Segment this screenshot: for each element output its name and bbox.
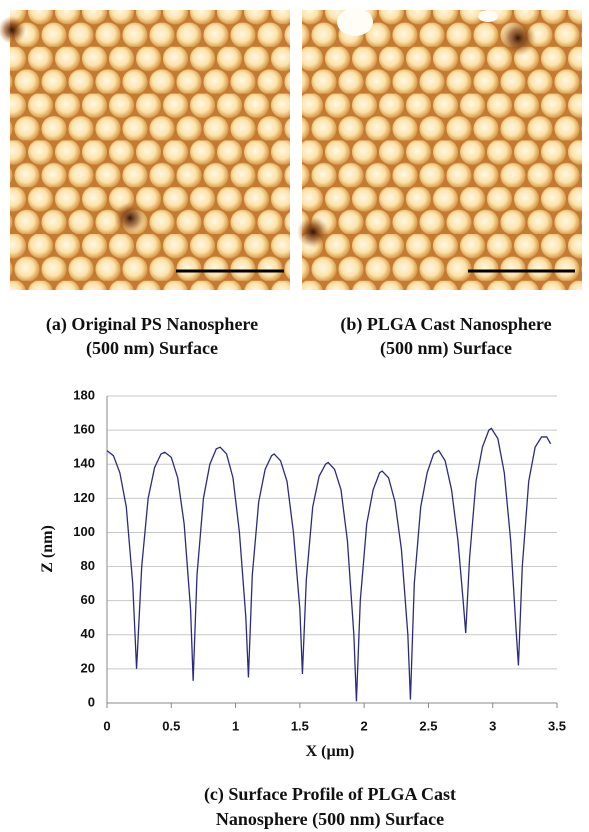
x-tick-label: 3.5	[548, 718, 566, 733]
caption: (500 nm) Surface	[380, 338, 512, 359]
x-tick-label: 2.5	[419, 718, 437, 733]
x-tick-label: 1.5	[291, 718, 309, 733]
caption: (b) PLGA Cast Nanosphere	[340, 314, 551, 335]
y-tick-label: 60	[81, 592, 95, 607]
afm-image-a	[0, 10, 290, 290]
x-tick-label: 1	[232, 718, 239, 733]
y-tick-label: 40	[81, 626, 95, 641]
x-tick-label: 2	[361, 718, 368, 733]
y-tick-label: 120	[73, 490, 95, 505]
y-tick-label: 20	[81, 660, 95, 675]
x-tick-label: 0.5	[162, 718, 180, 733]
caption: (a) Original PS Nanosphere	[46, 314, 258, 335]
x-axis-label: X (µm)	[306, 743, 355, 760]
caption: (c) Surface Profile of PLGA Cast	[204, 784, 456, 805]
y-tick-label: 180	[73, 387, 95, 402]
x-tick-label: 3	[489, 718, 496, 733]
y-tick-label: 100	[73, 524, 95, 539]
y-tick-label: 140	[73, 456, 95, 471]
caption: (500 nm) Surface	[86, 338, 218, 359]
x-tick-label: 0	[103, 718, 110, 733]
y-axis-label: Z (nm)	[39, 525, 56, 573]
y-tick-label: 80	[81, 558, 95, 573]
y-tick-label: 0	[88, 694, 95, 709]
caption: Nanosphere (500 nm) Surface	[216, 809, 444, 830]
afm-image-b	[297, 8, 582, 290]
profile-line	[106, 427, 552, 702]
y-tick-label: 160	[73, 422, 95, 437]
